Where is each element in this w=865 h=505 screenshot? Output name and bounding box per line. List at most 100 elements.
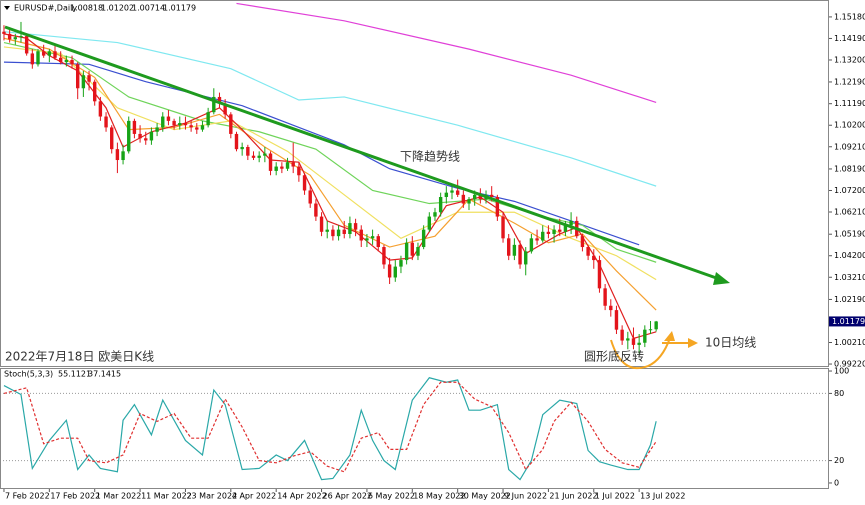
candle-body bbox=[212, 96, 216, 113]
chart-caption: 2022年7月18日 欧美日K线 bbox=[5, 350, 154, 364]
x-tick-label: 14 Apr 2022 bbox=[277, 492, 326, 501]
candle-body bbox=[359, 229, 363, 241]
candle-body bbox=[47, 51, 52, 56]
candle-body bbox=[2, 31, 6, 34]
candle-body bbox=[297, 166, 301, 176]
candle-body bbox=[200, 125, 205, 130]
candle-body bbox=[467, 199, 471, 204]
candle-body bbox=[172, 120, 176, 126]
candle-body bbox=[546, 231, 551, 234]
candle-body bbox=[41, 51, 46, 56]
y-tick-label: 80 bbox=[834, 389, 844, 398]
candle-body bbox=[569, 220, 573, 226]
current-price-label: 1.01179 bbox=[832, 317, 865, 326]
candle-body bbox=[251, 155, 256, 158]
menu-triangle bbox=[4, 6, 10, 10]
ma-label: 10日均线 bbox=[705, 336, 756, 350]
candle-body bbox=[195, 127, 199, 130]
main-panel-frame bbox=[0, 0, 829, 367]
candle-body bbox=[512, 244, 517, 256]
candle-body bbox=[257, 155, 261, 158]
series-line bbox=[3, 41, 657, 263]
series-line bbox=[3, 31, 657, 187]
candle-body bbox=[274, 166, 278, 171]
y-tick-label: 1.13200 bbox=[834, 55, 865, 64]
candle-body bbox=[58, 57, 63, 63]
candle-body bbox=[353, 223, 358, 230]
y-tick-label: 0.99220 bbox=[834, 360, 865, 369]
candle-body bbox=[348, 223, 352, 234]
candle-body bbox=[438, 197, 443, 213]
candle-body bbox=[563, 225, 568, 232]
candle-body bbox=[614, 310, 619, 330]
y-tick-label: 0 bbox=[834, 478, 839, 487]
candle-body bbox=[24, 36, 29, 54]
y-tick-label: 1.08190 bbox=[834, 164, 865, 173]
candle-body bbox=[302, 175, 307, 191]
candle-body bbox=[518, 244, 522, 265]
x-tick-label: 9 Jun 2022 bbox=[504, 492, 547, 501]
rounding-bottom-curve bbox=[610, 337, 671, 370]
x-tick-label: 13 Jul 2022 bbox=[640, 492, 685, 501]
y-tick-label: 1.03210 bbox=[834, 273, 865, 282]
y-tick-label: 1.02190 bbox=[834, 295, 865, 304]
candle-body bbox=[223, 103, 227, 115]
y-tick-label: 1.09210 bbox=[834, 142, 865, 151]
candle-body bbox=[19, 36, 23, 38]
candle-body bbox=[336, 229, 341, 237]
candle-body bbox=[285, 162, 290, 169]
series-line bbox=[3, 377, 657, 481]
candle-body bbox=[586, 247, 590, 256]
candle-body bbox=[620, 329, 624, 341]
candle-body bbox=[410, 242, 414, 256]
candle-body bbox=[507, 238, 511, 256]
candle-body bbox=[654, 321, 658, 330]
candle-body bbox=[421, 229, 426, 248]
y-tick-label: 1.10200 bbox=[834, 121, 865, 130]
downtrend-line bbox=[4, 25, 723, 282]
current-price-box bbox=[829, 316, 865, 327]
stoch-title: Stoch(5,3,3) bbox=[4, 370, 53, 379]
candle-body bbox=[376, 236, 380, 248]
candle-body bbox=[637, 342, 641, 345]
stoch-panel-frame bbox=[0, 368, 829, 489]
candle-body bbox=[149, 131, 154, 141]
candle-body bbox=[524, 251, 528, 265]
ohlc-open: 1.00818 bbox=[70, 4, 103, 13]
candle-body bbox=[495, 197, 500, 217]
candle-body bbox=[81, 75, 86, 89]
ma-pointer-head bbox=[688, 338, 698, 348]
candle-body bbox=[206, 112, 210, 126]
candle-body bbox=[189, 125, 193, 128]
y-tick-label: 20 bbox=[834, 456, 844, 465]
candle-body bbox=[155, 127, 159, 132]
y-tick-label: 1.11190 bbox=[834, 99, 865, 108]
y-tick-label: 1.12190 bbox=[834, 77, 865, 86]
candle-body bbox=[331, 229, 335, 237]
candle-body bbox=[30, 53, 35, 65]
x-tick-label: 1 Jul 2022 bbox=[595, 492, 635, 501]
series-line bbox=[3, 46, 657, 281]
candle-body bbox=[472, 194, 477, 200]
y-tick-label: 1.00210 bbox=[834, 338, 865, 347]
candle-body bbox=[138, 133, 142, 139]
candle-body bbox=[217, 96, 222, 104]
candle-body bbox=[234, 133, 239, 150]
x-tick-label: 23 Mar 2022 bbox=[186, 492, 237, 501]
candle-body bbox=[592, 255, 596, 261]
x-tick-label: 18 May 2022 bbox=[413, 492, 465, 501]
candle-body bbox=[64, 59, 69, 63]
candle-body bbox=[87, 75, 91, 82]
downtrend-arrowhead bbox=[713, 272, 730, 285]
series-line bbox=[3, 61, 640, 246]
x-tick-label: 11 Mar 2022 bbox=[141, 492, 192, 501]
candle-body bbox=[648, 329, 653, 331]
candle-body bbox=[127, 120, 131, 152]
candle-body bbox=[597, 260, 602, 289]
candle-body bbox=[365, 238, 369, 241]
candle-body bbox=[240, 146, 244, 150]
candle-body bbox=[280, 166, 284, 169]
trendline-label: 下降趋势线 bbox=[400, 150, 460, 164]
